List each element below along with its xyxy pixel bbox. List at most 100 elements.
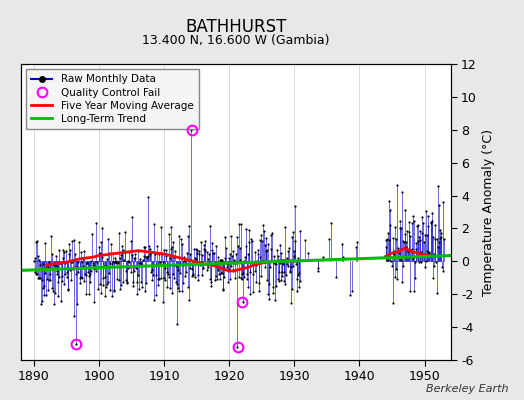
Point [237,276,246,282]
Point [41,240,49,246]
Point [264,240,272,247]
Point [431,222,440,228]
Point [44,287,52,293]
Point [267,232,275,238]
Point [353,239,361,245]
Point [432,259,440,265]
Point [413,223,421,229]
Point [281,258,290,265]
Point [50,301,58,308]
Point [212,273,220,280]
Point [231,259,239,265]
Point [390,274,399,280]
Point [198,272,206,278]
Point [53,271,61,278]
Point [174,284,182,291]
Point [71,264,80,270]
Point [196,262,204,268]
Point [77,274,85,280]
Point [131,255,139,261]
Point [182,269,190,275]
Point [290,253,299,259]
Point [58,272,66,279]
Point [56,247,64,253]
Point [154,276,162,282]
Point [49,288,57,294]
Point [429,275,437,281]
Point [49,262,58,268]
Point [92,268,101,274]
Point [248,289,257,295]
Point [135,259,143,266]
Point [434,238,443,245]
Point [245,238,254,245]
Point [150,296,159,303]
Point [424,222,432,229]
Point [158,299,167,306]
Point [186,251,194,257]
Point [118,243,127,249]
Point [63,285,72,292]
Point [137,279,145,286]
Point [225,254,234,261]
Point [398,279,407,285]
Point [168,290,177,296]
Point [270,252,279,259]
Point [85,271,94,277]
Point [69,237,78,243]
Point [196,259,205,266]
Point [203,267,211,273]
Point [89,260,97,266]
Point [198,252,206,258]
Point [62,248,70,254]
Point [67,259,75,265]
Point [231,274,239,281]
Point [283,263,292,269]
Point [238,298,247,305]
Point [165,230,173,237]
Point [262,235,270,241]
Point [110,286,118,293]
Point [173,280,181,287]
Point [183,250,191,256]
Point [410,218,419,224]
Point [121,229,129,236]
Point [291,203,299,209]
Point [234,243,242,249]
Point [208,247,216,253]
Point [288,234,297,240]
Point [435,227,444,233]
Point [116,285,124,292]
Point [282,272,290,278]
Point [201,246,209,253]
Point [145,242,153,249]
Point [397,224,405,231]
Point [396,217,405,224]
Point [427,220,435,226]
Point [402,254,411,260]
Text: BATHHURST: BATHHURST [185,18,287,36]
Point [47,232,55,239]
Point [207,283,215,289]
Point [425,250,433,256]
Point [385,198,394,204]
Point [431,236,439,242]
Text: 13.400 N, 16.600 W (Gambia): 13.400 N, 16.600 W (Gambia) [142,34,330,47]
Point [99,282,107,289]
Point [396,225,404,231]
Point [58,278,67,284]
Point [281,223,289,230]
Legend: Raw Monthly Data, Quality Control Fail, Five Year Moving Average, Long-Term Tren: Raw Monthly Data, Quality Control Fail, … [26,69,199,129]
Point [313,268,322,274]
Point [111,259,119,265]
Point [80,248,88,254]
Point [89,262,97,268]
Point [118,250,126,256]
Point [152,271,160,278]
Point [252,262,260,269]
Point [338,241,346,248]
Point [95,251,103,257]
Point [387,254,396,260]
Point [420,251,428,257]
Point [288,286,296,292]
